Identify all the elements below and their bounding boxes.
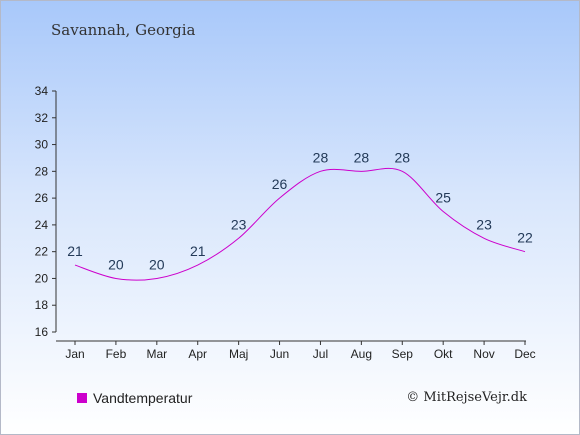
legend: Vandtemperatur bbox=[77, 390, 192, 406]
x-tick-label-mar: Mar bbox=[146, 347, 167, 361]
data-label-maj: 23 bbox=[231, 216, 247, 232]
y-tick-label: 32 bbox=[35, 111, 49, 125]
series-line-vandtemperatur bbox=[74, 167, 526, 281]
x-tick-label-aug: Aug bbox=[351, 347, 372, 361]
x-tick-label-dec: Dec bbox=[514, 347, 535, 361]
data-label-jan: 21 bbox=[67, 243, 83, 259]
data-label-jun: 26 bbox=[272, 176, 288, 192]
x-tick-label-jun: Jun bbox=[270, 347, 289, 361]
x-tick-label-jan: Jan bbox=[65, 347, 84, 361]
y-tick-label: 28 bbox=[35, 164, 49, 178]
x-tick-label-maj: Maj bbox=[229, 347, 248, 361]
y-tick-label: 22 bbox=[35, 245, 49, 259]
legend-label: Vandtemperatur bbox=[93, 390, 193, 406]
credit-text: © MitRejseVejr.dk bbox=[406, 390, 527, 405]
y-tick-label: 18 bbox=[35, 298, 49, 312]
y-tick-label: 34 bbox=[35, 84, 49, 98]
data-label-aug: 28 bbox=[354, 149, 370, 165]
legend-swatch bbox=[77, 393, 87, 403]
data-label-dec: 22 bbox=[517, 230, 533, 246]
y-tick-label: 24 bbox=[35, 218, 49, 232]
data-label-feb: 20 bbox=[108, 256, 124, 272]
data-label-apr: 21 bbox=[190, 243, 206, 259]
y-tick-label: 26 bbox=[35, 191, 49, 205]
data-label-jul: 28 bbox=[313, 149, 329, 165]
x-tick-label-okt: Okt bbox=[434, 347, 453, 361]
x-tick-label-nov: Nov bbox=[473, 347, 494, 361]
data-label-mar: 20 bbox=[149, 256, 165, 272]
y-tick-label: 16 bbox=[35, 325, 49, 339]
data-label-nov: 23 bbox=[476, 216, 492, 232]
x-tick-label-sep: Sep bbox=[392, 347, 414, 361]
x-tick-label-feb: Feb bbox=[106, 347, 127, 361]
data-label-sep: 28 bbox=[394, 149, 410, 165]
chart-title: Savannah, Georgia bbox=[51, 21, 196, 39]
y-tick-label: 20 bbox=[35, 271, 49, 285]
y-tick-label: 30 bbox=[35, 138, 49, 152]
x-tick-label-jul: Jul bbox=[313, 347, 328, 361]
x-tick-label-apr: Apr bbox=[188, 347, 207, 361]
data-label-okt: 25 bbox=[435, 190, 451, 206]
